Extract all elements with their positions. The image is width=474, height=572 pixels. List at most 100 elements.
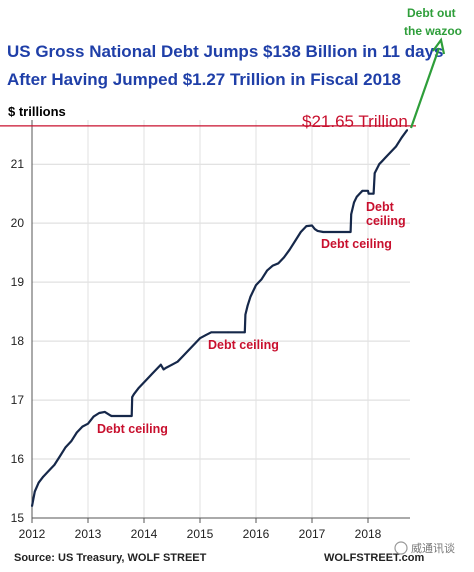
data-point [70,440,73,443]
y-tick-label: 15 [11,511,25,525]
wechat-watermark: 威通讯谈 [411,542,455,555]
data-point [372,192,375,195]
data-point [316,230,319,232]
wechat-logo-icon [394,541,408,555]
data-point [210,331,213,334]
data-point [81,425,84,428]
data-point [98,412,101,414]
data-point [339,231,341,233]
data-point [103,411,106,413]
data-point [355,195,358,198]
annotation-debt-ceiling-2013: Debt ceiling [97,422,168,436]
annotation-debt-ceiling-2015: Debt ceiling [208,338,279,352]
data-point [383,157,386,160]
x-tick-label: 2017 [299,527,326,541]
data-point [294,240,297,242]
data-point [327,231,330,233]
data-point [255,284,257,286]
x-tick-label: 2013 [75,527,102,541]
data-point [288,248,291,251]
data-point [400,136,403,139]
data-point [171,363,173,366]
annotation-debt-ceiling-2017-line1: Debt [366,200,395,214]
data-point [137,387,140,390]
data-point [187,349,190,351]
data-point [165,366,168,369]
data-point [367,192,370,195]
data-point [59,455,61,457]
y-tick-label: 18 [11,334,25,348]
data-point [64,446,67,449]
annotation-wazoo-line2: the wazoo [404,24,462,38]
data-point [227,331,229,334]
data-point [133,393,135,396]
data-point [33,490,36,493]
wazoo-arrow-head-icon [432,37,446,55]
data-point [47,469,50,472]
data-point [159,363,162,366]
data-point [395,145,397,148]
data-point [271,264,274,267]
data-point [243,331,246,334]
data-point [322,231,325,233]
source-note: Source: US Treasury, WOLF STREET [14,552,207,564]
data-point [349,231,352,233]
annotation-wazoo-line1: Debt out [407,6,456,20]
y-tick-label: 19 [11,275,25,289]
data-point [182,355,185,357]
data-point [378,163,381,166]
data-point [260,278,263,281]
data-point [193,343,196,345]
wazoo-arrow-shaft [409,47,441,129]
data-point [350,213,353,216]
series-group [30,129,409,508]
data-point [42,475,45,478]
data-point [37,481,40,484]
y-tick-label: 21 [11,157,25,171]
data-point [381,160,383,163]
x-tick-label: 2014 [131,527,158,541]
data-point [246,304,249,307]
data-point [92,415,95,418]
data-point [266,269,269,272]
data-point [151,372,154,375]
x-tick-label: 2015 [187,527,214,541]
data-point [162,368,165,371]
y-tick-label: 20 [11,216,25,230]
y-tick-label: 16 [11,452,25,466]
annotation-debt-ceiling-2017b: Debt ceiling [321,237,392,251]
data-point [130,415,133,417]
data-point [406,129,409,131]
axes [31,120,410,523]
watermark-wolfstreet: WOLFSTREET.com [324,552,424,564]
data-point [244,313,247,316]
x-tick-label: 2016 [243,527,270,541]
data-point [75,431,78,434]
data-point [87,422,89,425]
x-tick-label: 2018 [355,527,382,541]
data-point [143,381,145,384]
data-point [311,224,313,227]
y-tick-label: 17 [11,393,25,407]
chart-title-line1: US Gross National Debt Jumps $138 Billio… [7,42,443,61]
data-point [204,334,207,337]
annotation-debt-ceiling-2017-line2: ceiling [366,214,406,228]
reference-line-label: $21.65 Trillion [302,112,408,131]
data-point [283,256,285,259]
data-point [389,151,392,154]
data-point [305,225,308,228]
data-point [131,396,134,398]
data-point [53,464,56,466]
x-tick-labels: 2012 2013 2014 2015 2016 2017 2018 [19,527,382,541]
data-point [313,228,316,231]
data-point [176,360,179,363]
data-point [199,337,201,340]
grid-lines [31,120,410,519]
data-point [358,192,361,195]
data-point [373,172,376,175]
data-point [367,189,369,192]
data-point [299,231,302,233]
chart-title-line2: After Having Jumped $1.27 Trillion in Fi… [7,70,401,89]
data-point [120,415,123,417]
